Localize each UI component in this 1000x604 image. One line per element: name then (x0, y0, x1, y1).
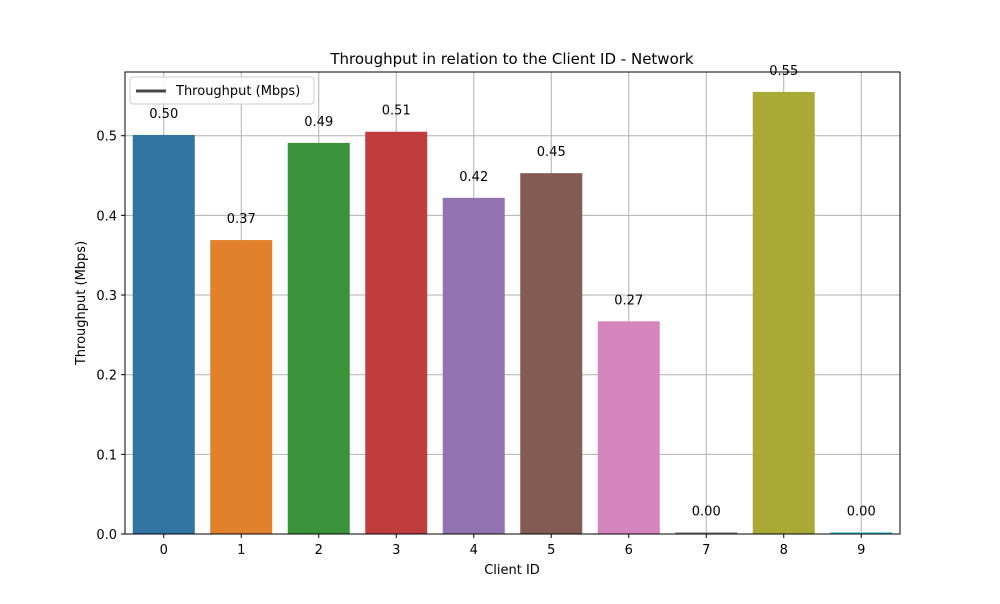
data-label-client-9: 0.00 (847, 504, 876, 519)
bar-client-3 (365, 131, 428, 534)
y-tick-label: 0.5 (96, 130, 117, 145)
x-axis-label: Client ID (484, 563, 540, 578)
y-tick-label: 0.0 (96, 528, 117, 543)
x-tick-label: 3 (392, 543, 400, 558)
bar-client-5 (520, 173, 583, 535)
y-tick-label: 0.3 (96, 289, 117, 304)
bar-client-6 (597, 321, 660, 534)
x-tick-label: 8 (780, 543, 788, 558)
bar-client-0 (132, 134, 195, 534)
y-tick-label: 0.1 (96, 448, 117, 463)
legend-label: Throughput (Mbps) (175, 84, 300, 99)
bars (132, 91, 893, 535)
x-axis-ticks: 0 1 2 3 4 5 6 7 8 9 (160, 534, 865, 558)
y-tick-label: 0.2 (96, 369, 117, 384)
x-tick-label: 2 (315, 543, 323, 558)
bar-client-1 (210, 240, 273, 534)
legend: Throughput (Mbps) (129, 76, 315, 105)
x-tick-label: 6 (625, 543, 633, 558)
data-labels: 0.50 0.37 0.49 0.51 0.42 0.45 0.27 0.00 0.55 0.00 (149, 64, 875, 519)
data-label-client-2: 0.49 (304, 115, 333, 130)
x-tick-label: 0 (160, 543, 168, 558)
data-label-client-5: 0.45 (537, 145, 566, 160)
plot-frame (124, 71, 901, 535)
bar-client-2 (287, 142, 350, 534)
data-label-client-7: 0.00 (692, 504, 721, 519)
x-tick-label: 1 (237, 543, 245, 558)
y-axis-label: Throughput (Mbps) (74, 241, 89, 366)
y-tick-label: 0.4 (96, 209, 117, 224)
x-tick-label: 7 (702, 543, 710, 558)
data-label-client-3: 0.51 (382, 104, 411, 119)
bar-client-4 (442, 197, 505, 535)
data-label-client-6: 0.27 (614, 293, 643, 308)
data-label-client-4: 0.42 (459, 170, 488, 185)
bar-client-9 (830, 532, 893, 534)
legend-box (129, 76, 315, 105)
x-tick-label: 9 (857, 543, 865, 558)
data-label-client-0: 0.50 (149, 107, 178, 122)
bar-client-7 (675, 532, 738, 534)
bar-client-8 (752, 91, 815, 535)
y-axis-ticks: 0.0 0.1 0.2 0.3 0.4 0.5 (96, 130, 125, 543)
x-tick-label: 4 (470, 543, 478, 558)
data-label-client-1: 0.37 (227, 212, 256, 227)
data-label-client-8: 0.55 (769, 64, 798, 79)
x-tick-label: 5 (547, 543, 555, 558)
chart-title: Throughput in relation to the Client ID … (329, 50, 694, 68)
